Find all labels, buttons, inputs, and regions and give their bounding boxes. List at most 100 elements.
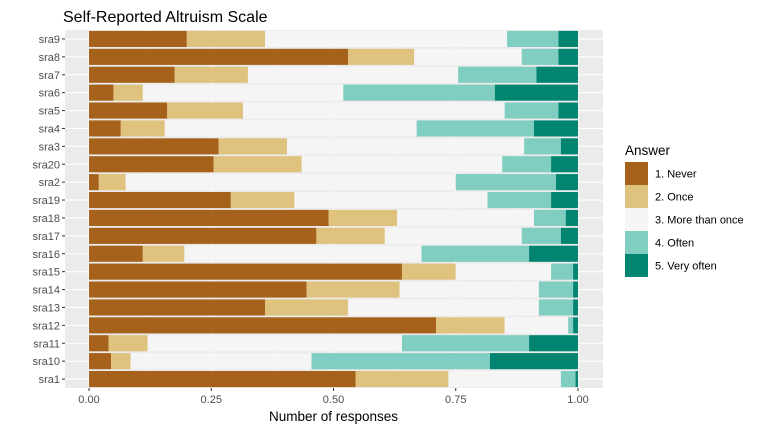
bar-segment — [555, 174, 578, 191]
bar-segment — [147, 335, 402, 352]
bar-segment — [164, 120, 417, 137]
bar-segment — [529, 245, 578, 262]
bar-segment — [573, 299, 578, 316]
bar-segment — [455, 174, 556, 191]
bar-segment — [89, 48, 349, 65]
bar-segment — [558, 30, 578, 48]
bar-segment — [533, 120, 578, 137]
bar-segment — [316, 227, 385, 244]
bar-segment — [218, 138, 288, 155]
bar-segment — [573, 263, 578, 280]
bar-segment — [397, 209, 534, 227]
bar-segment — [533, 209, 566, 227]
bar-segment — [558, 102, 578, 119]
x-tick-label: 0.50 — [323, 394, 344, 406]
bar-segment — [186, 30, 266, 48]
x-tick-label: 1.00 — [567, 394, 588, 406]
bar-segment — [130, 353, 312, 370]
bar-segment — [551, 263, 574, 280]
bar-segment — [301, 156, 503, 173]
bar-segment — [573, 317, 578, 334]
x-tick-label: 0.00 — [78, 394, 99, 406]
y-tick-label: sra1 — [39, 374, 60, 386]
bar-segment — [89, 263, 402, 280]
y-tick-label: sra14 — [32, 285, 60, 297]
y-tick-label: sra5 — [39, 106, 60, 118]
bar-segment — [89, 209, 329, 227]
bar-segment — [243, 102, 505, 119]
bar-segment — [502, 156, 552, 173]
y-tick-label: sra2 — [39, 177, 60, 189]
legend-label: 1. Never — [655, 169, 697, 181]
legend-label: 5. Very often — [655, 261, 717, 273]
bar-segment — [108, 335, 148, 352]
bar-segment — [120, 120, 165, 137]
y-tick-label: sra16 — [32, 249, 60, 261]
bar-segment — [521, 227, 561, 244]
bar-segment — [455, 263, 552, 280]
bar-segment — [89, 299, 266, 316]
bar-segment — [521, 48, 559, 65]
y-tick-label: sra7 — [39, 70, 60, 82]
legend-title: Answer — [625, 143, 671, 158]
bar-segment — [504, 317, 569, 334]
bar-segment — [399, 281, 539, 298]
bar-segment — [458, 66, 537, 83]
y-tick-label: sra15 — [32, 267, 60, 279]
bar-segment — [89, 156, 214, 173]
bar-segment — [436, 317, 505, 334]
y-tick-label: sra13 — [32, 302, 60, 314]
bar-segment — [401, 263, 456, 280]
bar-segment — [89, 227, 317, 244]
bar-segment — [560, 227, 578, 244]
y-tick-label: sra6 — [39, 88, 60, 100]
bar-segment — [311, 353, 490, 370]
y-tick-label: sra11 — [33, 338, 60, 350]
bar-segment — [89, 120, 121, 137]
bar-segment — [328, 209, 398, 227]
y-tick-label: sra19 — [32, 195, 60, 207]
bar-segment — [174, 66, 248, 83]
x-tick-label: 0.25 — [201, 394, 222, 406]
legend-swatch — [625, 162, 648, 185]
bar-segment — [538, 281, 574, 298]
x-axis-ticks: 0.00 0.25 0.50 0.75 1.00 — [78, 388, 589, 406]
legend-label: 4. Often — [655, 238, 694, 250]
bar-segment — [575, 370, 578, 388]
bar-segment — [89, 353, 112, 370]
bar-segment — [560, 138, 578, 155]
y-tick-label: sra8 — [39, 52, 60, 64]
bar-segment — [89, 138, 219, 155]
bar-segment — [421, 245, 530, 262]
bar-segment — [573, 281, 578, 298]
bar-segment — [348, 48, 415, 65]
bar-segment — [265, 299, 349, 316]
bar-segment — [560, 370, 576, 388]
bar-segment — [184, 245, 422, 262]
legend-label: 2. Once — [655, 192, 694, 204]
y-tick-label: sra9 — [39, 34, 60, 46]
bar-segment — [287, 138, 525, 155]
bar-segment — [489, 353, 578, 370]
legend-swatch — [625, 231, 648, 254]
bar-segment — [213, 156, 302, 173]
bar-segment — [414, 48, 522, 65]
y-tick-label: sra18 — [32, 213, 60, 225]
bar-segment — [487, 191, 552, 209]
bar-segment — [98, 174, 126, 191]
bar-segment — [294, 191, 488, 209]
x-tick-label: 0.75 — [445, 394, 466, 406]
bar-segment — [558, 48, 578, 65]
y-tick-label: sra17 — [32, 231, 60, 243]
bar-segment — [125, 174, 456, 191]
bar-segment — [551, 156, 578, 173]
bar-segment — [89, 174, 99, 191]
bar-segment — [494, 84, 578, 101]
bar-segment — [524, 138, 561, 155]
bar-segment — [306, 281, 400, 298]
y-tick-label: sra10 — [32, 356, 60, 368]
bar-segment — [247, 66, 459, 83]
bar-segment — [529, 335, 578, 352]
y-axis-ticks: sra9 sra8 sra7 sra6 sra5 sra4 sra3 sra20 sra2 sra… — [32, 34, 65, 386]
